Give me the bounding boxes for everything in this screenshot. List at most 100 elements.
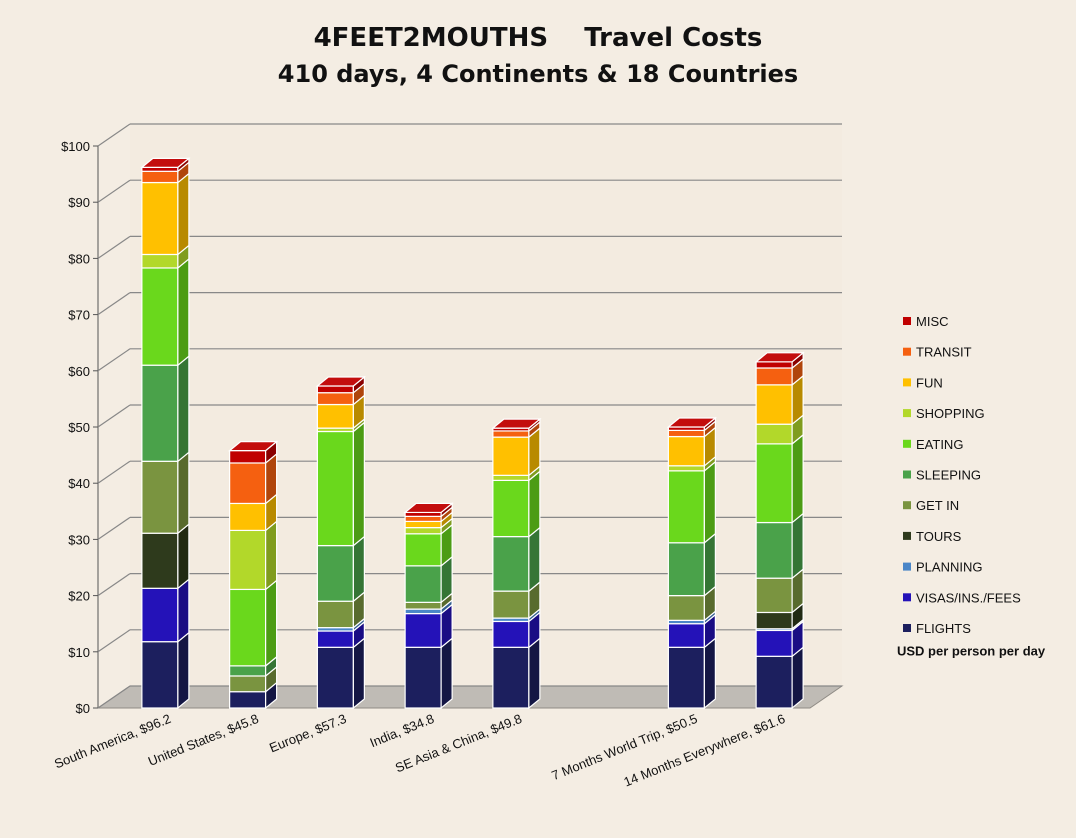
bar-segment-flights [229, 691, 267, 709]
bar-segment-visas-ins-fees [141, 587, 179, 643]
y-tick-label: $90 [68, 195, 90, 210]
bar-segment-get-in [404, 601, 442, 610]
chart-subtitle: 410 days, 4 Continents & 18 Countries [278, 60, 798, 88]
bar-top [403, 502, 454, 514]
y-tick-label: $50 [68, 420, 90, 435]
bar-segment-side [703, 637, 716, 710]
gridline-diagonal [97, 573, 131, 597]
bar-segment-side [177, 578, 190, 643]
bar-segment-get-in [229, 675, 267, 693]
bar-segment-sleeping [316, 544, 354, 602]
chart-titles: 4FEET2MOUTHS Travel Costs 410 days, 4 Co… [278, 23, 798, 88]
bar-stack [754, 351, 805, 710]
bar-segment-eating [755, 443, 793, 524]
bar-stack [666, 416, 718, 710]
bar-segment-side [528, 526, 541, 593]
y-tick-label: $10 [68, 645, 90, 660]
floor [96, 685, 844, 709]
gridline-diagonal [97, 179, 131, 203]
bar-segment-visas-ins-fees [667, 623, 705, 648]
bar-segment-planning [404, 608, 442, 615]
bar-segment-side [177, 631, 190, 710]
x-tick-label: India, $34.8 [368, 711, 437, 750]
bar-group [140, 157, 805, 710]
bar-stack [227, 440, 279, 710]
legend-note: USD per person per day [897, 644, 1046, 659]
bar-segment-shopping [755, 423, 793, 445]
bar-segment-get-in [141, 460, 179, 534]
gridline-diagonal [97, 629, 131, 653]
legend-label: MISC [916, 314, 949, 329]
bar-segment-transit [755, 367, 793, 386]
bar-top [666, 417, 718, 428]
bar-segment-fun [404, 520, 442, 529]
legend: MISC TRANSIT FUN SHOPPING EATING SLEEPING GET … [897, 314, 1046, 659]
legend-swatch [903, 470, 911, 479]
bar-segment-eating [492, 479, 530, 538]
x-tick-label: 7 Months World Trip, $50.5 [549, 711, 699, 783]
bar-segment-side [352, 535, 365, 603]
legend-swatch [903, 439, 911, 448]
legend-label: GET IN [916, 498, 959, 513]
bar-segment-flights [141, 641, 179, 709]
bar-segment-side [791, 512, 804, 580]
bar-segment-fun [492, 436, 530, 476]
x-tick-label: Europe, $57.3 [267, 711, 348, 756]
y-tick-label: $40 [68, 476, 90, 491]
bar-segment-shopping [141, 253, 179, 269]
bar-segment-sleeping [404, 565, 442, 603]
bar-segment-side [177, 354, 190, 463]
plot-area [96, 123, 844, 709]
y-tick-label: $0 [76, 701, 90, 716]
legend-swatch [903, 409, 911, 418]
bar-segment-eating [141, 267, 179, 366]
legend-label: SHOPPING [916, 406, 985, 421]
bar-segment-shopping [229, 529, 267, 591]
bar-segment-transit [229, 462, 267, 505]
gridline-diagonal [97, 460, 131, 484]
bar-segment-transit [492, 430, 530, 438]
bar-segment-get-in [316, 600, 354, 629]
x-tick-label: 14 Months Everywhere, $61.6 [621, 711, 787, 790]
legend-label: VISAS/INS./FEES [916, 590, 1021, 605]
legend-label: TRANSIT [916, 345, 972, 360]
bar-segment-side [265, 520, 278, 591]
y-axis: $0 $10 $20 $30 $40 $50 $60 $70 $80 $90 $100 [61, 139, 98, 716]
bar-segment-side [177, 257, 190, 367]
bar-segment-get-in [667, 594, 705, 621]
bar-segment-fun [229, 502, 267, 532]
bar-segment-flights [316, 646, 354, 709]
bar-segment-shopping [667, 465, 705, 472]
bar-top [315, 376, 367, 387]
bar-segment-side [177, 172, 190, 256]
bar-segment-fun [316, 403, 354, 429]
bar-top [491, 418, 542, 429]
bar-segment-tours [755, 611, 793, 630]
bar-segment-sleeping [667, 542, 705, 597]
bar-segment-misc [755, 361, 793, 369]
legend-label: EATING [916, 437, 963, 452]
bar-segment-sleeping [492, 535, 530, 592]
bar-segment-side [177, 451, 190, 535]
bar-segment-transit [141, 170, 179, 184]
bar-top [227, 441, 279, 452]
legend-swatch [903, 531, 911, 540]
bar-segment-side [352, 421, 365, 547]
bar-segment-misc [316, 385, 354, 394]
bar-segment-eating [316, 430, 354, 547]
bar-segment-side [177, 522, 190, 590]
bar-segment-sleeping [755, 521, 793, 579]
bar-segment-fun [141, 181, 179, 256]
bar-segment-side [528, 470, 541, 538]
bar-segment-side [791, 433, 804, 524]
bar-segment-transit [316, 392, 354, 406]
bar-segment-tours [141, 532, 179, 589]
bar-segment-fun [755, 384, 793, 425]
bar-segment-side [528, 637, 541, 710]
legend-swatch [903, 501, 911, 510]
bar-stack [140, 157, 191, 710]
bar-segment-side [265, 579, 278, 668]
gridline-diagonal [97, 348, 131, 372]
bar-segment-flights [755, 655, 793, 709]
